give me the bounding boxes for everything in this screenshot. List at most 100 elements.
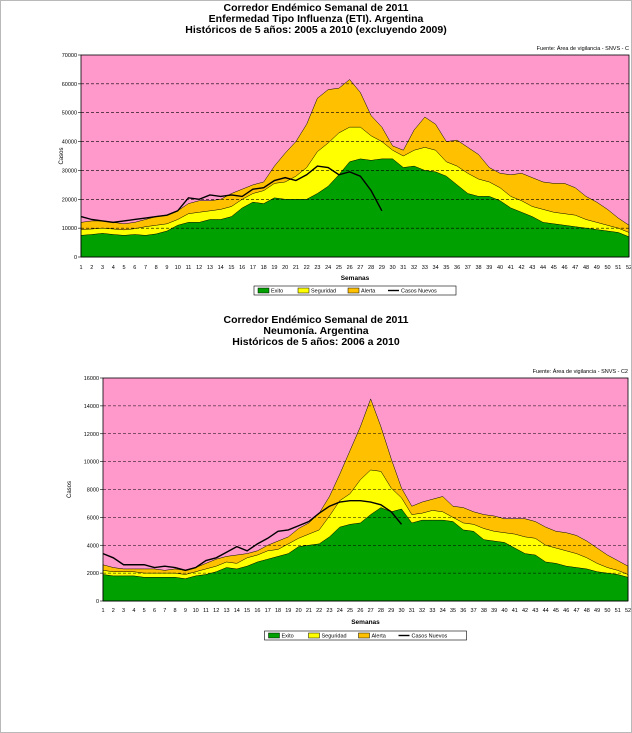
legend-label: Seguridad — [322, 634, 347, 640]
y-tick-label: 60000 — [62, 82, 77, 88]
x-tick-label: 26 — [347, 265, 353, 271]
x-tick-label: 34 — [440, 608, 446, 614]
eti-chart-svg: Fuente: Área de vigilancia - SNVS - C 0 10… — [59, 45, 632, 296]
legend: Exito Seguridad Alerta Casos Nuevos — [264, 630, 467, 641]
x-tick-label: 11 — [186, 265, 192, 271]
x-tick-label: 39 — [486, 265, 492, 271]
x-tick-label: 30 — [390, 265, 396, 271]
legend: Exito Seguridad Alerta Casos Nuevos — [253, 285, 457, 296]
y-tick-label: 40000 — [62, 140, 77, 146]
y-tick-label: 12000 — [84, 432, 99, 438]
y-axis-label: Casos — [59, 147, 65, 164]
x-tick-label: 8 — [155, 265, 158, 271]
x-tick-label: 43 — [532, 608, 538, 614]
chart-title-line-3: Históricos de 5 años: 2006 a 2010 — [232, 336, 400, 348]
x-tick-label: 48 — [583, 265, 589, 271]
legend-swatch — [308, 632, 320, 639]
x-tick-label: 14 — [218, 265, 224, 271]
x-tick-label: 29 — [388, 608, 394, 614]
x-tick-label: 25 — [347, 608, 353, 614]
x-tick-label: 16 — [254, 608, 260, 614]
x-tick-label: 17 — [265, 608, 271, 614]
x-tick-label: 4 — [112, 265, 115, 271]
chart-title-line-1: Corredor Endémico Semanal de 2011 — [223, 2, 409, 14]
x-tick-label: 28 — [378, 608, 384, 614]
x-tick-label: 31 — [409, 608, 415, 614]
x-tick-label: 46 — [561, 265, 567, 271]
x-tick-label: 37 — [465, 265, 471, 271]
x-tick-label: 4 — [132, 608, 135, 614]
neumonia-chart: Corredor Endémico Semanal de 2011 Neumon… — [1, 315, 631, 653]
x-tick-label: 52 — [625, 608, 631, 614]
x-tick-label: 41 — [508, 265, 514, 271]
x-tick-label: 5 — [122, 265, 125, 271]
y-tick-label: 14000 — [84, 404, 99, 410]
chart-title-line-3: Históricos de 5 años: 2005 a 2010 (exclu… — [185, 24, 447, 36]
x-tick-label: 19 — [271, 265, 277, 271]
y-tick-label: 70000 — [62, 53, 77, 59]
y-axis-label: Casos — [67, 481, 73, 498]
x-tick-label: 43 — [529, 265, 535, 271]
x-tick-label: 52 — [626, 265, 631, 271]
x-tick-label: 36 — [460, 608, 466, 614]
y-tick-label: 10000 — [84, 460, 99, 466]
x-tick-label: 38 — [481, 608, 487, 614]
x-tick-label: 1 — [79, 265, 82, 271]
legend-swatch — [347, 287, 360, 294]
legend-label: Casos Nuevos — [401, 289, 437, 295]
chart-title-line-2: Enfermedad Tipo Influenza (ETI). Argenti… — [208, 13, 424, 25]
x-tick-label: 38 — [476, 265, 482, 271]
x-tick-label: 47 — [573, 608, 579, 614]
x-tick-label: 5 — [143, 608, 146, 614]
plot-border — [80, 54, 630, 258]
legend-swatch — [257, 287, 270, 294]
x-tick-label: 49 — [594, 608, 600, 614]
x-tick-label: 26 — [357, 608, 363, 614]
x-tick-label: 9 — [184, 608, 187, 614]
y-tick-label: 16000 — [84, 376, 99, 382]
x-tick-label: 21 — [306, 608, 312, 614]
x-tick-label: 3 — [101, 265, 104, 271]
series-area-exito — [102, 507, 629, 602]
x-tick-label: 44 — [543, 608, 549, 614]
x-tick-label: 17 — [250, 265, 256, 271]
x-tick-label: 24 — [337, 608, 343, 614]
x-tick-label: 7 — [163, 608, 166, 614]
x-tick-label: 6 — [153, 608, 156, 614]
x-tick-label: 15 — [228, 265, 234, 271]
x-tick-label: 16 — [239, 265, 245, 271]
y-tick-label: 50000 — [62, 111, 77, 117]
x-tick-label: 27 — [357, 265, 363, 271]
x-tick-label: 15 — [244, 608, 250, 614]
x-tick-label: 27 — [368, 608, 374, 614]
x-tick-label: 10 — [193, 608, 199, 614]
x-tick-label: 6 — [133, 265, 136, 271]
x-tick-label: 36 — [454, 265, 460, 271]
x-tick-label: 42 — [522, 608, 528, 614]
x-tick-label: 23 — [326, 608, 332, 614]
legend-label: Casos Nuevos — [412, 634, 448, 640]
x-tick-label: 21 — [293, 265, 299, 271]
x-tick-label: 2 — [112, 608, 115, 614]
x-axis-label: Semanas — [351, 619, 380, 626]
x-tick-label: 44 — [540, 265, 546, 271]
y-tick-label: 8000 — [87, 488, 99, 494]
chart-source: Fuente: Área de vigilancia - SNVS - C2 — [533, 368, 628, 375]
x-tick-label: 32 — [411, 265, 417, 271]
x-tick-label: 23 — [314, 265, 320, 271]
x-tick-label: 42 — [518, 265, 524, 271]
x-tick-label: 47 — [572, 265, 578, 271]
y-tick-label: 4000 — [87, 543, 99, 549]
x-axis-label: Semanas — [341, 275, 370, 282]
x-tick-label: 40 — [497, 265, 503, 271]
x-tick-label: 30 — [398, 608, 404, 614]
x-tick-label: 20 — [282, 265, 288, 271]
legend-label: Seguridad — [311, 289, 336, 295]
x-tick-label: 18 — [261, 265, 267, 271]
x-tick-label: 22 — [316, 608, 322, 614]
series-area-exito — [80, 158, 630, 258]
neumonia-chart-svg: Fuente: Área de vigilancia - SNVS - C2 0 2… — [67, 368, 631, 641]
x-tick-label: 50 — [604, 608, 610, 614]
legend-label: Exito — [271, 289, 283, 295]
x-tick-label: 34 — [433, 265, 439, 271]
